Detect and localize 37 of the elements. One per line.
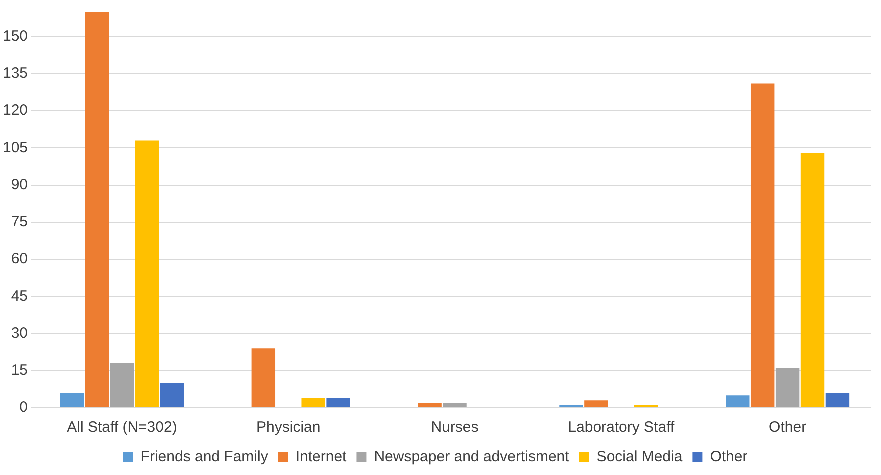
y-tick-label: 15 <box>11 362 28 380</box>
y-tick-label: 150 <box>2 28 28 45</box>
legend-label: Friends and Family <box>140 448 269 466</box>
x-tick-label: Laboratory Staff <box>568 419 676 436</box>
y-tick-label: 75 <box>11 214 28 231</box>
y-tick-label: 0 <box>20 399 28 416</box>
y-tick-label: 90 <box>11 176 28 194</box>
bar <box>110 363 134 408</box>
bar <box>826 393 850 408</box>
bar <box>418 403 442 408</box>
bar <box>584 400 608 408</box>
x-tick-label: All Staff (N=302) <box>67 419 178 436</box>
x-tick-label: Physician <box>256 419 321 436</box>
legend-label: Internet <box>296 448 348 466</box>
bar <box>60 393 84 408</box>
bar <box>252 348 276 408</box>
y-tick-label: 120 <box>2 102 28 120</box>
y-tick-label: 135 <box>2 65 28 82</box>
y-tick-label: 105 <box>2 139 28 156</box>
bar <box>302 398 326 408</box>
y-tick-label: 30 <box>11 324 28 342</box>
legend-label: Newspaper and advertisment <box>374 448 570 466</box>
x-tick-label: Nurses <box>431 419 479 436</box>
bar <box>800 153 825 408</box>
bar <box>776 368 800 408</box>
bar <box>135 140 160 408</box>
y-tick-label: 45 <box>11 288 28 305</box>
bar <box>160 383 184 408</box>
legend-label: Social Media <box>596 448 684 466</box>
bar <box>443 403 467 408</box>
x-tick-label: Other <box>769 419 807 436</box>
bar <box>326 398 350 408</box>
y-tick-label: 60 <box>11 250 28 268</box>
bar <box>750 84 775 408</box>
bar <box>726 396 750 408</box>
legend-label: Other <box>710 448 748 466</box>
bar <box>85 12 110 408</box>
